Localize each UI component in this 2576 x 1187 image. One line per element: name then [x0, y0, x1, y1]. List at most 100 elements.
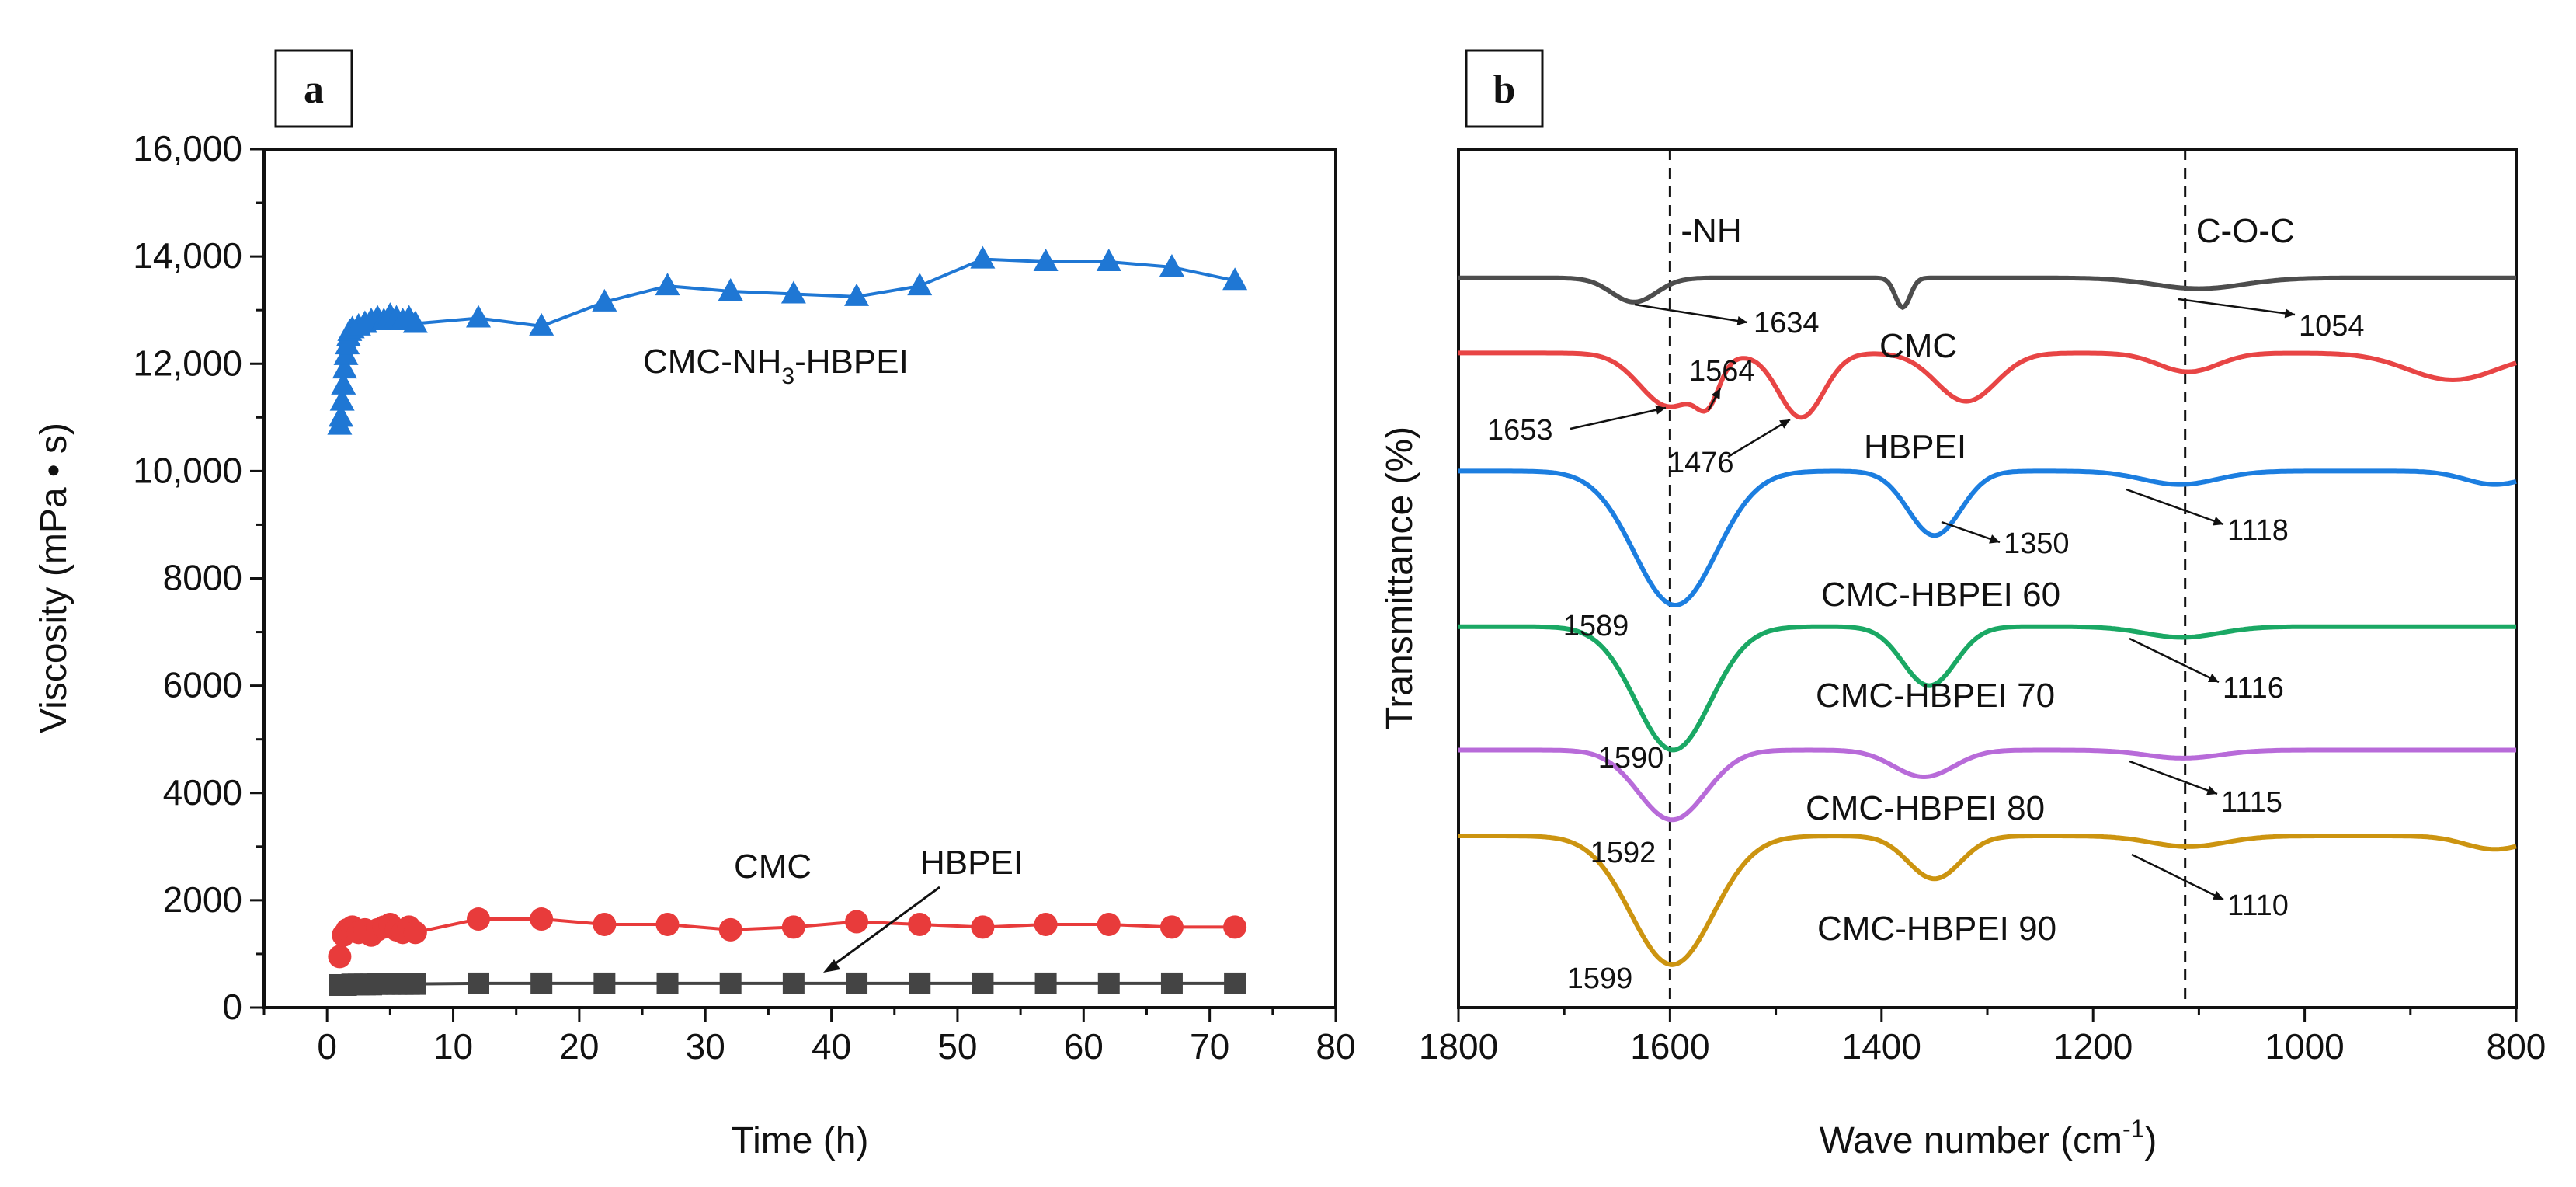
series-label-cmc-nh3-hbpei: CMC-NH3-HBPEI: [643, 343, 909, 389]
peak-arrow-1110: [2131, 853, 2224, 901]
panel-a-x-axis-label: Time (h): [732, 1120, 869, 1161]
spectrum-cmc-hbpei-60: [1458, 468, 2517, 607]
panel-a-series: [327, 245, 1248, 996]
data-point-triangle: [592, 288, 617, 312]
y-tick-label: 12,000: [133, 343, 242, 383]
panel-b-x-axis-label: Wave number (cm-1): [1820, 1115, 2157, 1161]
data-point-triangle: [1096, 249, 1121, 272]
panel-a-letter: a: [304, 68, 324, 112]
peak-label-1476: 1476: [1668, 447, 1734, 479]
series-hbpei: [329, 972, 1246, 996]
reference-label-c-o-c: C-O-C: [2196, 212, 2295, 250]
spectrum-hbpei: [1458, 350, 2517, 420]
data-point-circle: [718, 917, 742, 942]
data-point-triangle: [529, 312, 554, 336]
peak-arrow-1634: [1634, 303, 1748, 324]
series-cmc-nh3-hbpei: [327, 245, 1248, 435]
peak-label-1653: 1653: [1487, 414, 1553, 447]
data-point-circle: [530, 907, 554, 931]
peak-arrow-1116-head: [2208, 674, 2219, 682]
x-tick-label: 30: [686, 1026, 725, 1067]
panel-a: a 0 10 20 30 40 50 60 70 80 0 2000 4000 6000 8000 10,0…: [33, 49, 1356, 1161]
peak-arrow-1110-head: [2213, 890, 2223, 900]
data-point-square: [530, 972, 553, 994]
peak-arrow-1118-head: [2213, 517, 2223, 526]
x-tick-label: 1200: [2053, 1026, 2133, 1067]
panel-b-peak-labels: CMC HBPEI CMC-HBPEI 60 CMC-HBPEI 70 CMC-HBPE…: [1487, 298, 2365, 995]
peak-arrow-1476: [1727, 418, 1791, 458]
peak-label-1054: 1054: [2299, 310, 2365, 343]
data-point-square: [1034, 972, 1057, 994]
x-tick-label: 1000: [2265, 1026, 2344, 1067]
peak-arrow-1118: [2126, 488, 2224, 526]
x-tick-label: 20: [559, 1026, 599, 1067]
data-point-circle: [655, 912, 680, 936]
data-point-triangle: [332, 356, 357, 379]
peak-label-1599: 1599: [1567, 962, 1633, 995]
data-point-square: [468, 972, 489, 994]
peak-arrow-1115-head: [2206, 785, 2217, 795]
data-point-circle: [1159, 915, 1184, 939]
data-point-triangle: [1159, 253, 1184, 277]
peak-label-1110: 1110: [2227, 889, 2289, 922]
data-point-square: [1097, 972, 1120, 994]
y-tick-label: 14,000: [133, 235, 242, 276]
data-point-circle: [1034, 912, 1058, 936]
series-label-cmc-nh3-hbpei-main: CMC-NH: [643, 343, 781, 381]
series-line-cmc-nh3-hbpei: [338, 257, 1236, 426]
data-point-circle: [908, 912, 932, 936]
spectrum-name-cmc-hbpei-70: CMC-HBPEI 70: [1816, 677, 2055, 715]
panel-b-y-axis-label: Transmittance (%): [1379, 426, 1420, 729]
x-tick-label: 60: [1064, 1026, 1104, 1067]
data-point-circle: [1097, 912, 1121, 936]
y-tick-label: 2000: [163, 879, 242, 920]
panel-b-reference-lines: -NH C-O-C: [1668, 149, 2295, 1008]
data-point-circle: [971, 915, 995, 939]
peak-arrow-1653: [1570, 406, 1667, 430]
data-point-square: [719, 972, 742, 994]
x-tick-label: 80: [1316, 1026, 1355, 1067]
series-annotation-cmc: CMC: [734, 848, 812, 886]
peak-label-1116: 1116: [2223, 672, 2284, 705]
panel-b-x-axis-label-main: Wave number (cm: [1820, 1120, 2122, 1161]
data-point-triangle: [331, 371, 356, 395]
data-point-circle: [328, 945, 352, 969]
data-point-circle: [593, 912, 617, 936]
peak-arrow-1476-head: [1779, 419, 1790, 429]
data-point-square: [593, 972, 616, 994]
spectrum-cmc: [1458, 275, 2516, 311]
peak-label-1589: 1589: [1563, 610, 1629, 642]
data-point-triangle: [907, 273, 933, 296]
panel-b-ticks: 1800 1600 1400 1200 1000 800: [1419, 1008, 2546, 1067]
panel-a-label-box: a: [274, 49, 353, 128]
spectrum-name-hbpei: HBPEI: [1864, 428, 1966, 466]
hbpei-annotation-arrowhead: [823, 959, 840, 973]
y-tick-label: 8000: [163, 558, 242, 598]
data-point-triangle: [329, 388, 355, 411]
series-label-cmc-nh3-hbpei-sub: 3: [781, 364, 794, 389]
panel-b-x-axis-label-sup: -1: [2122, 1115, 2144, 1143]
x-tick-label: 50: [937, 1026, 977, 1067]
peak-label-1590: 1590: [1598, 742, 1664, 775]
data-point-circle: [1223, 915, 1247, 939]
peak-arrow-1564-head: [1711, 388, 1720, 399]
data-point-square: [404, 973, 426, 995]
data-point-circle: [845, 910, 869, 934]
spectrum-cmc-hbpei-90: [1458, 834, 2517, 967]
x-tick-label: 1400: [1842, 1026, 1921, 1067]
data-point-square: [1160, 972, 1183, 994]
data-point-triangle: [844, 283, 870, 306]
panel-b-label-box: b: [1465, 49, 1544, 128]
x-tick-label: 1800: [1419, 1026, 1498, 1067]
panel-b-letter: b: [1493, 68, 1516, 112]
x-tick-label: 0: [317, 1026, 337, 1067]
peak-arrow-1054: [2178, 298, 2296, 316]
data-point-circle: [403, 921, 427, 945]
panel-b: b 1800 1600 1400 1200 1000 800 -NH C-O-C CMC HB…: [1379, 49, 2546, 1161]
y-tick-label: 0: [222, 987, 242, 1027]
peak-label-1118: 1118: [2227, 514, 2289, 547]
peak-label-1634: 1634: [1754, 307, 1820, 339]
x-tick-label: 10: [433, 1026, 473, 1067]
peak-label-1592: 1592: [1590, 837, 1656, 869]
